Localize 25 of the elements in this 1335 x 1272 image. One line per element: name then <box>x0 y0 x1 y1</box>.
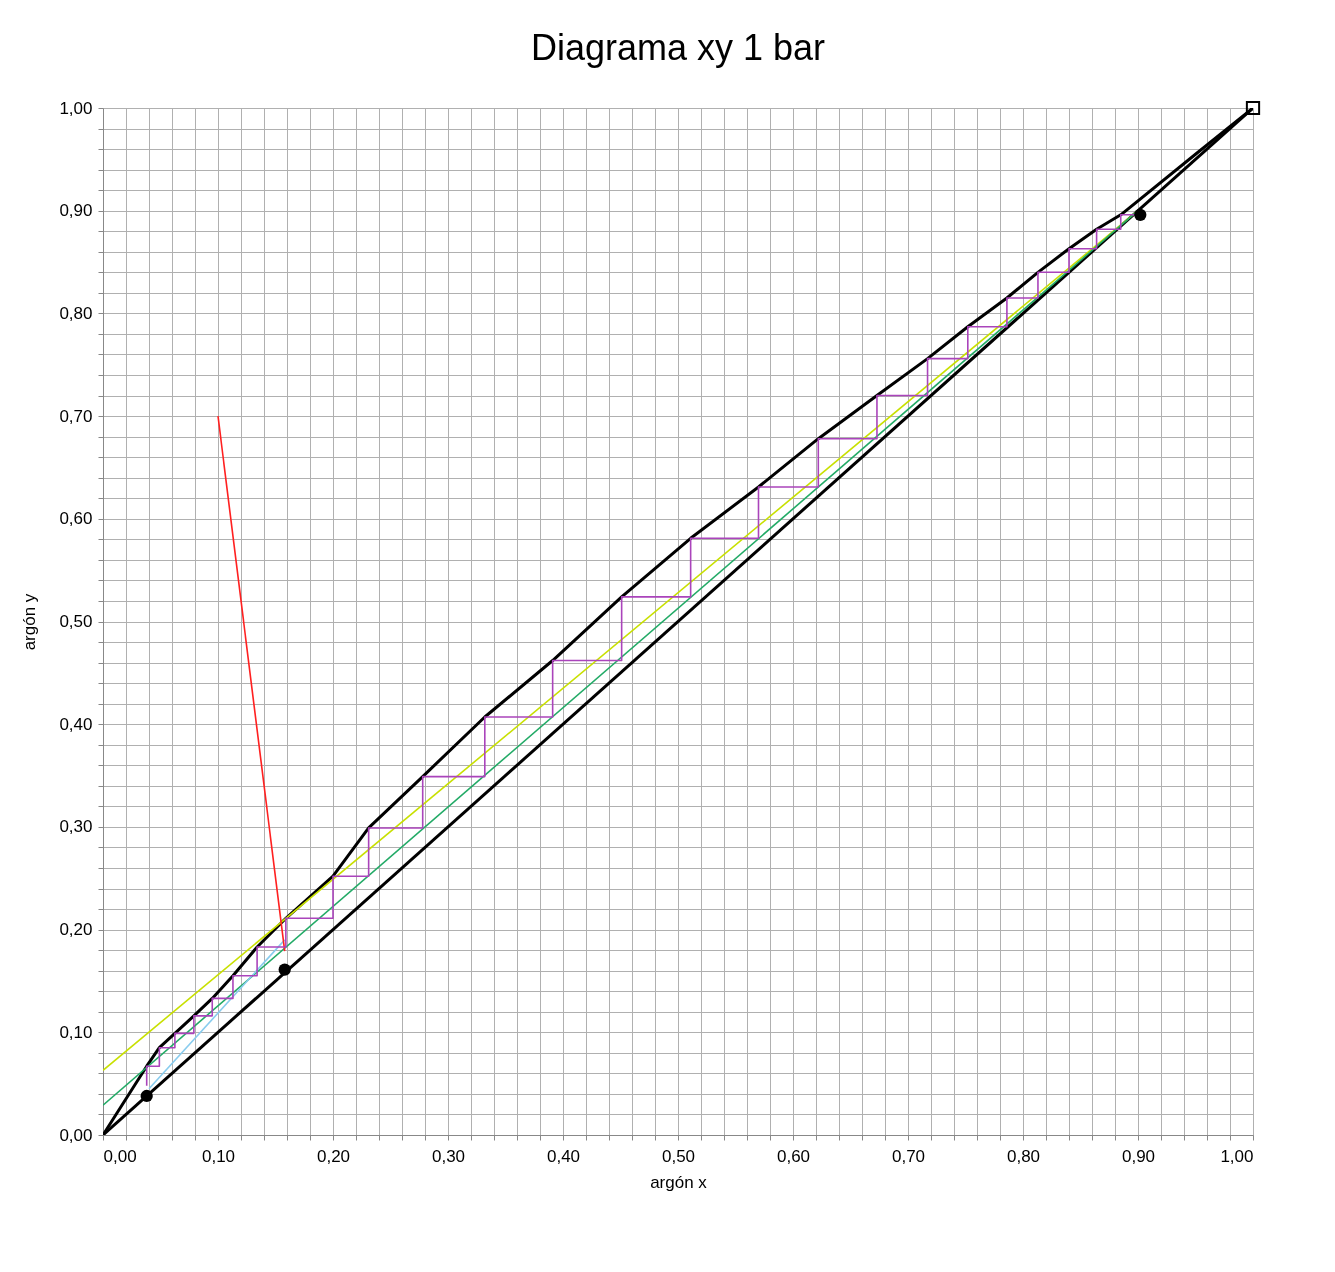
y-tick-label: 0,40 <box>59 714 93 734</box>
y-tick-label: 0,60 <box>59 509 93 529</box>
y-axis-title: argón y <box>20 593 40 651</box>
x-tick-label: 0,20 <box>316 1146 351 1166</box>
chart-title: Diagrama xy 1 bar <box>530 26 826 68</box>
y-tick-label: 0,00 <box>59 1125 93 1145</box>
y-tick-label: 0,90 <box>59 201 93 221</box>
x-axis-title: argón x <box>650 1172 708 1192</box>
x-tick-label: 0,00 <box>103 1146 137 1166</box>
x-tick-label: 0,60 <box>776 1146 811 1166</box>
x-tick-label: 0,90 <box>1121 1146 1156 1166</box>
x-tick-label: 0,10 <box>201 1146 236 1166</box>
y-tick-label: 0,50 <box>59 612 93 631</box>
x-tick-label: 0,70 <box>891 1146 926 1166</box>
x-tick-label: 1,00 <box>1220 1146 1254 1166</box>
y-tick-label: 0,80 <box>59 303 93 323</box>
x-tick-label: 0,50 <box>661 1146 696 1166</box>
y-tick-label: 0,20 <box>59 920 93 940</box>
x-tick-label: 0,30 <box>431 1146 466 1166</box>
x-tick-label: 0,40 <box>546 1146 581 1166</box>
y-tick-label: 0,10 <box>59 1022 93 1042</box>
x-tick-label: 0,80 <box>1006 1146 1041 1166</box>
y-tick-label: 1,00 <box>59 98 93 118</box>
y-tick-label: 0,70 <box>59 406 93 426</box>
y-tick-label: 0,30 <box>59 817 93 837</box>
